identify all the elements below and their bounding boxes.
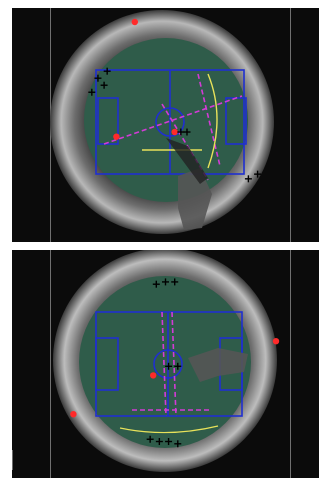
red-marker: [70, 411, 77, 418]
bottom-view-panel: [12, 250, 319, 478]
frame-guide-left: [50, 250, 51, 478]
center-circle: [155, 107, 185, 137]
red-marker: [131, 18, 138, 26]
fisheye-pitch-image-top: [50, 10, 274, 234]
black-cross-marker: [183, 128, 191, 136]
black-cross-marker: [103, 67, 111, 75]
black-cross-marker: [165, 438, 173, 446]
black-cross-marker: [88, 88, 96, 96]
pitch-area: [79, 276, 251, 448]
markers-bottom: [70, 278, 280, 448]
black-cross-marker: [162, 278, 169, 286]
pitch-area: [84, 38, 248, 202]
tracking-lines: [132, 311, 210, 417]
black-cross-marker: [177, 128, 185, 136]
red-marker: [171, 128, 178, 136]
left-penalty-box: [97, 97, 119, 145]
black-cross-marker: [100, 81, 108, 89]
left-penalty-box: [95, 337, 119, 391]
yellow-lines: [119, 425, 219, 434]
red-marker: [272, 338, 280, 345]
camera-arm: [166, 138, 208, 184]
frame-guide-right: [290, 250, 291, 478]
red-marker: [113, 133, 120, 140]
center-circle: [153, 349, 183, 379]
camera-occlusion: [188, 348, 248, 382]
markers-top: [88, 18, 262, 183]
field-lines: [95, 69, 247, 175]
top-view-panel: [12, 8, 319, 242]
black-cross-marker: [152, 280, 160, 288]
fisheye-pitch-image-bottom: [53, 250, 280, 472]
camera-occlusion: [178, 168, 212, 230]
black-cross-marker: [171, 278, 179, 286]
frame-tick: [12, 450, 13, 470]
black-cross-marker: [174, 440, 182, 448]
red-marker: [150, 372, 157, 379]
black-cross-marker: [94, 74, 102, 82]
black-cross-marker: [165, 362, 173, 370]
black-cross-marker: [254, 170, 262, 178]
black-cross-marker: [174, 362, 182, 370]
frame-guide-right: [290, 8, 291, 242]
yellow-lines: [142, 73, 218, 169]
black-cross-marker: [146, 435, 154, 443]
black-cross-marker: [155, 438, 163, 446]
black-cross-marker: [244, 175, 252, 183]
